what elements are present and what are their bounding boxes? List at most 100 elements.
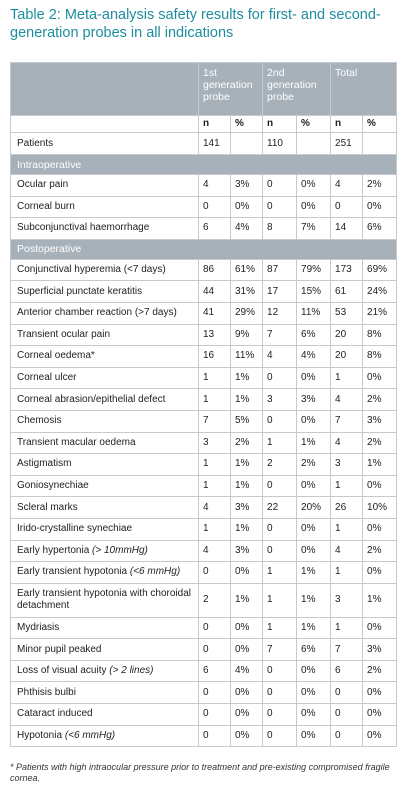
value-cell: 0% <box>362 703 398 726</box>
value-cell: 0 <box>262 724 298 748</box>
value-cell: 22 <box>262 496 298 519</box>
value-cell: 0% <box>296 681 332 705</box>
data-row: Ocular pain 4 3% 0 0% 4 2% <box>10 174 398 197</box>
row-label-text: Goniosynechiae <box>17 480 89 492</box>
value-cell: 6% <box>296 323 332 347</box>
value-cell: 0% <box>229 724 264 748</box>
value-cell: 3 <box>330 582 364 618</box>
row-label-qualifier: (<6 mmHg) <box>129 566 181 578</box>
value-cell: 1 <box>330 366 364 390</box>
value-cell: 1 <box>198 366 231 390</box>
empty-cell <box>296 132 332 155</box>
value-cell: 0% <box>296 409 332 433</box>
value-cell: 0 <box>330 724 364 748</box>
value-cell: 4 <box>330 431 364 455</box>
value-cell: 1% <box>229 366 264 390</box>
row-label: Scleral marks <box>10 496 199 519</box>
value-cell: 1 <box>330 561 364 584</box>
value-cell: 29% <box>229 301 264 325</box>
data-row: Corneal abrasion/epithelial defect 1 1% 3 3%… <box>10 388 398 411</box>
value-cell: 0 <box>330 195 364 219</box>
header-row: 1st generation probe 2nd generation probe… <box>10 62 398 116</box>
value-cell: 17 <box>262 280 298 303</box>
value-cell: 0 <box>262 539 298 563</box>
value-cell: 0% <box>296 474 332 498</box>
row-label: Transient macular oedema <box>10 431 199 455</box>
section-label: Intraoperative <box>9 154 398 175</box>
value-cell: 7 <box>262 638 298 661</box>
value-cell: 3 <box>198 431 231 455</box>
value-cell: 3% <box>229 174 264 197</box>
row-label: Astigmatism <box>10 453 199 476</box>
value-cell: 4 <box>198 496 231 519</box>
value-cell: 0% <box>362 681 398 705</box>
row-label: Conjunctival hyperemia (<7 days) <box>10 258 199 282</box>
value-cell: 15% <box>296 280 332 303</box>
value-cell: 0 <box>262 474 298 498</box>
data-row: Hypotonia (<6 mmHg) 0 0% 0 0% 0 0% <box>10 724 398 748</box>
row-label-text: Transient macular oedema <box>17 436 136 448</box>
value-cell: 0% <box>362 517 398 541</box>
row-label: Superficial punctate keratitis <box>10 280 199 303</box>
value-cell: 2% <box>362 659 398 683</box>
value-cell: 4 <box>262 345 298 368</box>
value-cell: 0% <box>296 659 332 683</box>
row-label-text: Early hypertonia <box>17 544 90 556</box>
value-cell: 7 <box>262 323 298 347</box>
section-label: Postoperative <box>9 238 398 260</box>
data-row: Early transient hypotonia (<6 mmHg) 0 0% 1 1… <box>10 561 398 584</box>
value-cell: 0 <box>198 681 231 705</box>
value-cell: 251 <box>330 132 364 155</box>
value-cell: 3% <box>296 388 332 411</box>
safety-table: 1st generation probe 2nd generation probe… <box>9 62 398 748</box>
row-label: Early transient hypotonia (<6 mmHg) <box>10 561 199 584</box>
value-cell: 2% <box>362 174 398 197</box>
value-cell: 8 <box>262 217 298 240</box>
row-label: Anterior chamber reaction (>7 days) <box>10 301 199 325</box>
value-cell: 0 <box>262 517 298 541</box>
value-cell: 3% <box>229 539 264 563</box>
value-cell: 2% <box>229 431 264 455</box>
value-cell: 0 <box>262 681 298 705</box>
row-label-text: Corneal oedema* <box>17 350 95 362</box>
subheader-cell: n <box>330 115 364 133</box>
value-cell: 16 <box>198 345 231 368</box>
value-cell: 1% <box>362 453 398 476</box>
data-row: Phthisis bulbi 0 0% 0 0% 0 0% <box>10 681 398 705</box>
value-cell: 173 <box>330 258 364 282</box>
row-label-text: Astigmatism <box>17 458 72 470</box>
value-cell: 4% <box>296 345 332 368</box>
value-cell: 0 <box>198 195 231 219</box>
row-label: Phthisis bulbi <box>10 681 199 705</box>
value-cell: 13 <box>198 323 231 347</box>
value-cell: 26 <box>330 496 364 519</box>
value-cell: 0% <box>229 195 264 219</box>
value-cell: 1% <box>229 453 264 476</box>
value-cell: 0% <box>296 539 332 563</box>
value-cell: 7 <box>330 409 364 433</box>
row-label-qualifier: (> 2 lines) <box>109 665 154 677</box>
value-cell: 0% <box>296 174 332 197</box>
value-cell: 24% <box>362 280 398 303</box>
value-cell: 1 <box>198 474 231 498</box>
value-cell: 0 <box>330 703 364 726</box>
value-cell: 0 <box>198 616 231 640</box>
value-cell: 2 <box>198 582 231 618</box>
value-cell: 20% <box>296 496 332 519</box>
value-cell: 1% <box>229 582 264 618</box>
value-cell: 86 <box>198 258 231 282</box>
row-label-text: Minor pupil peaked <box>17 643 102 655</box>
value-cell: 14 <box>330 217 364 240</box>
row-label-text: Superficial punctate keratitis <box>17 285 143 297</box>
row-label-text: Corneal abrasion/epithelial defect <box>17 393 166 405</box>
subheader-cell: n <box>262 115 298 133</box>
value-cell: 0% <box>229 616 264 640</box>
value-cell: 7 <box>198 409 231 433</box>
value-cell: 6 <box>198 217 231 240</box>
value-cell: 69% <box>362 258 398 282</box>
row-label: Goniosynechiae <box>10 474 199 498</box>
row-label-qualifier: (> 10mmHg) <box>92 544 148 556</box>
value-cell: 10% <box>362 496 398 519</box>
value-cell: 1 <box>262 561 298 584</box>
